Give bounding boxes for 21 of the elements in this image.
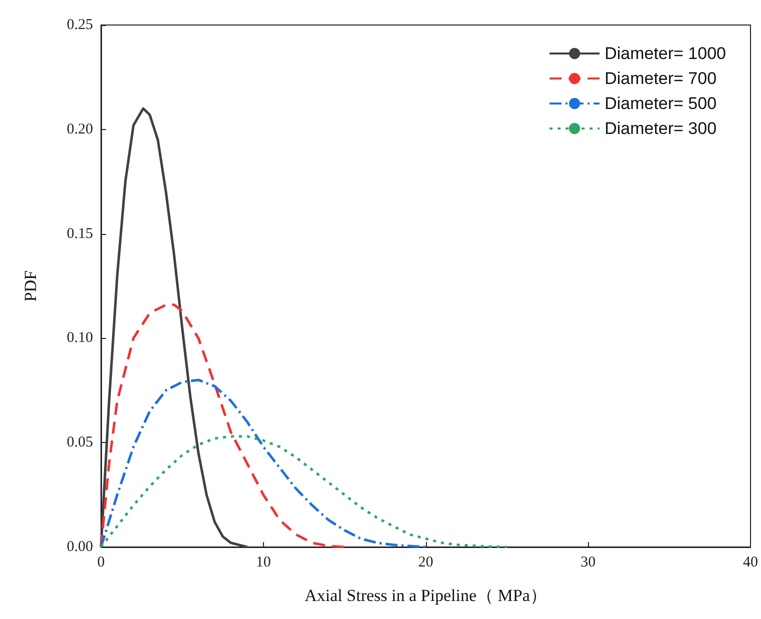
line-series xyxy=(100,107,248,548)
y-tick-label: 0.10 xyxy=(66,330,93,346)
line-series xyxy=(100,435,508,548)
y-tick-label: 0.00 xyxy=(66,539,93,555)
line-series xyxy=(100,304,346,548)
y-tick-label: 0.25 xyxy=(66,17,93,33)
y-tick-label: 0.05 xyxy=(66,434,93,451)
x-tick-label: 30 xyxy=(580,554,596,570)
x-tick-label: 0 xyxy=(97,554,105,570)
line-series xyxy=(100,378,427,548)
y-axis-title: PDF xyxy=(21,270,40,302)
legend-label: Diameter= 1000 xyxy=(604,44,726,63)
x-tick-label: 40 xyxy=(743,554,758,570)
legend-label: Diameter= 300 xyxy=(604,119,717,138)
x-tick-label: 10 xyxy=(256,554,271,570)
x-axis-title: Axial Stress in a Pipeline（ MPa） xyxy=(304,586,547,605)
legend-label: Diameter= 500 xyxy=(604,94,717,113)
y-tick-label: 0.20 xyxy=(66,121,93,138)
legend-label: Diameter= 700 xyxy=(604,69,717,88)
x-tick-label: 20 xyxy=(418,554,434,570)
y-tick-label: 0.15 xyxy=(66,226,93,242)
